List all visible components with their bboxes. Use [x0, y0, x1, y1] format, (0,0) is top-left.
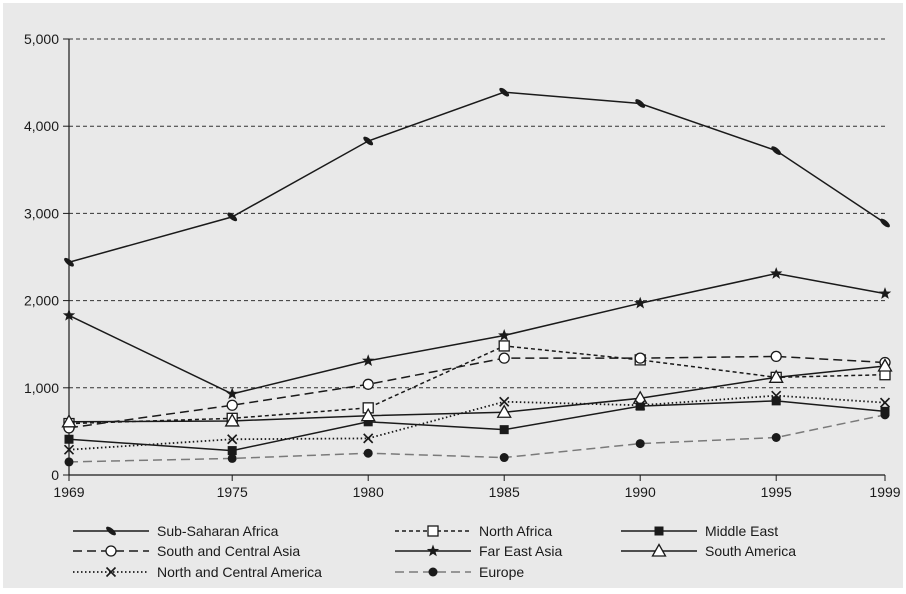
- legend-item: North and Central America: [73, 564, 322, 580]
- data-point: [880, 410, 890, 420]
- data-point: [63, 444, 75, 455]
- y-tick-label: 5,000: [24, 31, 59, 47]
- data-point: [226, 399, 238, 411]
- data-point: [428, 567, 438, 577]
- data-point: [227, 453, 237, 463]
- data-point: [634, 352, 646, 364]
- data-point: [61, 413, 77, 428]
- y-tick-label: 2,000: [24, 293, 59, 309]
- x-tick-label: 1985: [489, 484, 520, 500]
- data-point: [227, 446, 237, 456]
- data-point: [105, 566, 117, 578]
- data-point: [499, 425, 509, 435]
- data-point: [635, 400, 646, 411]
- data-point: [499, 453, 509, 463]
- data-point: [227, 434, 238, 445]
- legend-label: Middle East: [705, 523, 778, 539]
- data-point: [360, 407, 376, 422]
- data-point: [770, 267, 783, 279]
- data-point: [878, 287, 892, 299]
- data-point: [363, 448, 373, 458]
- series-5: [61, 358, 893, 428]
- data-point: [770, 350, 782, 363]
- data-point: [363, 433, 374, 444]
- data-point: [227, 212, 238, 222]
- y-tick-label: 4,000: [24, 118, 59, 134]
- data-point: [771, 396, 781, 406]
- data-point: [879, 397, 891, 408]
- legend: Sub-Saharan Africa North Africa Middle Eas…: [73, 523, 796, 580]
- data-point: [651, 543, 667, 557]
- data-point: [635, 439, 645, 449]
- data-point: [768, 369, 784, 383]
- series-6: [63, 390, 891, 455]
- data-point: [635, 99, 646, 108]
- x-tick-label: 1980: [353, 484, 384, 500]
- data-point: [498, 340, 510, 352]
- chart-frame: 0 1,000 2,000 3,000 4,000 5,000 1969 1975 1980 19…: [3, 3, 903, 588]
- legend-label: Sub-Saharan Africa: [157, 523, 279, 539]
- line-chart: 0 1,000 2,000 3,000 4,000 5,000 1969 1975 1980 19…: [24, 31, 901, 580]
- x-tick-label: 1990: [625, 484, 656, 500]
- series-layer: [61, 87, 893, 467]
- series-7: [64, 410, 890, 467]
- data-point: [632, 390, 648, 404]
- legend-label: South America: [705, 543, 796, 559]
- x-tick-label: 1975: [217, 484, 248, 500]
- data-point: [64, 257, 74, 267]
- data-point: [362, 354, 375, 367]
- x-tick-label: 1995: [761, 484, 792, 500]
- data-point: [877, 358, 893, 372]
- y-tick-label: 1,000: [24, 380, 59, 396]
- legend-label: North Africa: [479, 523, 552, 539]
- data-point: [498, 328, 511, 341]
- data-point: [105, 545, 117, 557]
- series-4: [62, 267, 892, 400]
- series-0: [64, 87, 890, 267]
- legend-item: South America: [621, 543, 796, 559]
- x-tick-label: 1999: [869, 484, 900, 500]
- legend-item: Far East Asia: [395, 543, 562, 559]
- data-point: [64, 434, 74, 444]
- legend-item: South and Central Asia: [73, 543, 300, 559]
- data-point: [771, 390, 782, 401]
- data-point: [499, 396, 510, 407]
- legend-label: Europe: [479, 564, 524, 580]
- data-point: [634, 296, 647, 309]
- data-point: [426, 544, 440, 557]
- data-point: [363, 417, 373, 427]
- data-point: [654, 526, 664, 536]
- data-point: [499, 87, 510, 97]
- data-point: [362, 378, 374, 390]
- axes: 0 1,000 2,000 3,000 4,000 5,000 1969 1975 1980 19…: [24, 31, 901, 500]
- data-point: [224, 413, 240, 427]
- legend-label: Far East Asia: [479, 543, 562, 559]
- legend-item: North Africa: [395, 523, 552, 539]
- y-tick-label: 0: [51, 467, 59, 483]
- data-point: [771, 146, 782, 155]
- legend-item: Sub-Saharan Africa: [73, 523, 279, 539]
- data-point: [64, 457, 74, 467]
- data-point: [106, 526, 116, 536]
- legend-item: Europe: [395, 564, 524, 580]
- data-point: [880, 218, 890, 228]
- data-point: [498, 352, 510, 364]
- legend-label: North and Central America: [157, 564, 322, 580]
- data-point: [496, 404, 512, 418]
- legend-label: South and Central Asia: [157, 543, 300, 559]
- data-point: [771, 433, 781, 443]
- data-point: [427, 525, 439, 537]
- data-point: [226, 387, 239, 400]
- data-point: [62, 308, 76, 321]
- y-tick-label: 3,000: [24, 205, 59, 221]
- grid-lines: [69, 38, 885, 475]
- x-tick-label: 1969: [53, 484, 84, 500]
- data-point: [363, 136, 374, 146]
- legend-item: Middle East: [621, 523, 778, 539]
